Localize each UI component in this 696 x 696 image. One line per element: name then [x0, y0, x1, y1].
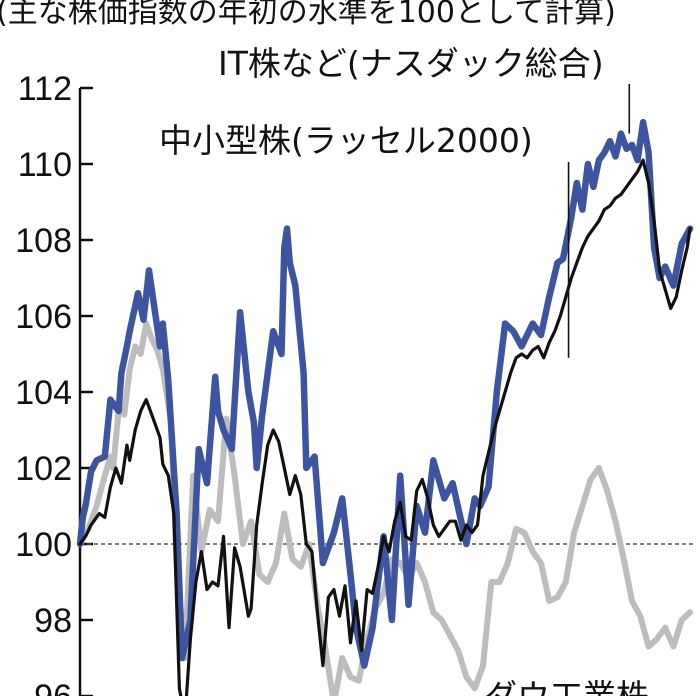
- series-label-russell: 中小型株(ラッセル2000): [159, 121, 533, 160]
- y-tick-label-112: 112: [18, 70, 72, 108]
- y-tick-label-110: 110: [18, 146, 72, 184]
- label-leader-lines: [567, 84, 631, 358]
- y-tick-label-106: 106: [15, 298, 72, 336]
- y-tick-label-98: 98: [34, 602, 72, 640]
- y-ticks: 96 98 100 102 104 106 108 110 112: [15, 70, 93, 696]
- series-lines: [76, 118, 694, 696]
- series-line-russell: [78, 158, 692, 696]
- y-tick-label-96: 96: [34, 678, 72, 696]
- y-tick-label-100: 100: [15, 526, 72, 564]
- y-tick-label-104: 104: [15, 374, 72, 412]
- series-line-nasdaq: [76, 118, 694, 669]
- y-tick-label-108: 108: [15, 222, 72, 260]
- chart-subtitle: (主な株価指数の年初の水準を100として計算): [0, 0, 616, 30]
- series-line-dow: [77, 320, 693, 696]
- series-label-dow: ダウ工業株: [484, 677, 649, 696]
- series-label-nasdaq: IT株など(ナスダック総合): [218, 44, 604, 83]
- y-tick-label-102: 102: [15, 450, 72, 488]
